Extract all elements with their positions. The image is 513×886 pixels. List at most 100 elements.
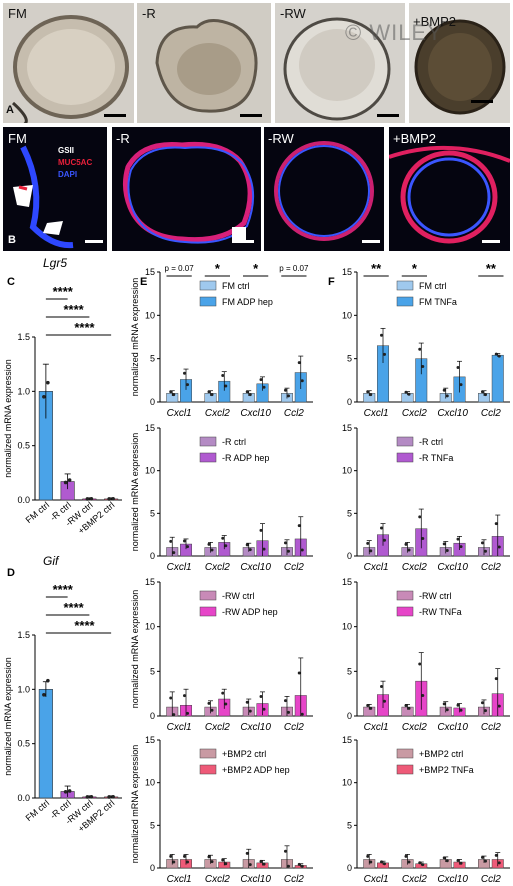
data-point	[459, 708, 463, 712]
data-point	[497, 545, 501, 549]
data-point	[85, 497, 90, 501]
y-tick-label: 0.5	[17, 739, 30, 749]
legend-swatch	[396, 280, 414, 291]
data-point	[248, 393, 252, 397]
data-point	[494, 522, 498, 526]
category-label: Cxcl2	[205, 408, 230, 419]
legend-swatch	[199, 590, 217, 601]
organoid-image	[275, 3, 405, 123]
category-label: Cxcl10	[437, 722, 468, 733]
data-point	[445, 394, 449, 398]
category-label: Cxcl1	[364, 722, 389, 733]
legend-swatch	[199, 748, 217, 759]
y-tick-label: 10	[145, 778, 155, 788]
legend-swatch	[396, 590, 414, 601]
data-point	[221, 373, 225, 377]
category-label: Cxcl2	[205, 562, 230, 573]
data-point	[283, 699, 287, 703]
micrograph-fm-brightfield	[3, 3, 134, 123]
data-point	[407, 706, 411, 710]
legend-swatch	[199, 606, 217, 617]
data-point	[186, 860, 190, 864]
panel-b-condition-rw: -RW	[268, 131, 294, 146]
data-point	[407, 392, 411, 396]
data-point	[442, 388, 446, 392]
data-point	[248, 709, 252, 713]
category-label: Cxcl1	[364, 408, 389, 419]
data-point	[456, 537, 460, 541]
micrograph-r-fluorescence	[112, 127, 261, 251]
significance-label: p = 0.07	[165, 264, 195, 273]
data-point	[221, 858, 225, 862]
category-label: Cxcl2	[402, 562, 427, 573]
data-point	[459, 545, 463, 549]
scale-bar	[377, 114, 399, 117]
y-tick-label: 0.0	[17, 495, 30, 505]
category-label: Cxcl2	[205, 722, 230, 733]
data-point	[480, 855, 484, 859]
category-label: Ccl2	[284, 408, 304, 419]
y-tick-label: 15	[342, 267, 352, 277]
data-point	[297, 361, 301, 365]
panel-a-condition-bmp2: +BMP2	[413, 14, 456, 29]
legend-swatch	[396, 452, 414, 463]
data-point	[172, 713, 176, 717]
y-tick-label: 5	[150, 666, 155, 676]
scale-bar	[471, 100, 493, 103]
micrograph-rw-brightfield	[275, 3, 405, 123]
data-point	[421, 364, 425, 368]
y-tick-label: 10	[145, 310, 155, 320]
wiley-watermark: © WILEY	[345, 20, 443, 45]
data-point	[497, 704, 501, 708]
data-point	[183, 371, 187, 375]
data-point	[85, 795, 90, 799]
scale-bar	[104, 114, 126, 117]
data-point	[483, 859, 487, 863]
legend-label: +BMP2 ADP hep	[222, 765, 290, 775]
data-point	[207, 701, 211, 705]
y-tick-label: 15	[145, 577, 155, 587]
significance-label: ****	[74, 320, 95, 335]
data-point	[494, 853, 498, 857]
data-point	[186, 711, 190, 715]
legend-label: FM ADP hep	[222, 297, 273, 307]
data-point	[418, 515, 422, 519]
data-point	[380, 685, 384, 689]
data-point	[442, 542, 446, 546]
significance-label: ****	[64, 600, 85, 615]
data-point	[259, 695, 263, 699]
data-point	[172, 551, 176, 555]
data-point	[169, 696, 173, 700]
legend-swatch	[199, 764, 217, 775]
data-point	[186, 383, 190, 387]
fluorescence-image	[389, 145, 510, 244]
significance-label: p = 0.07	[279, 264, 309, 273]
data-point	[300, 379, 304, 383]
data-point	[286, 710, 290, 714]
data-point	[259, 859, 263, 863]
data-point	[42, 692, 46, 697]
data-point	[380, 860, 384, 864]
legend-label: FM ctrl	[222, 281, 250, 291]
legend-label: -RW TNFa	[419, 607, 462, 617]
data-point	[210, 708, 214, 712]
data-point	[407, 548, 411, 552]
legend-swatch	[396, 296, 414, 307]
organoid-image	[137, 3, 271, 123]
significance-label: *	[253, 261, 259, 276]
data-point	[380, 333, 384, 337]
scale-bar	[85, 240, 103, 243]
data-point	[300, 864, 304, 868]
data-point	[67, 478, 72, 482]
legend-swatch	[199, 280, 217, 291]
category-label: Cxcl2	[205, 874, 230, 885]
data-point	[445, 859, 449, 863]
category-label: Ccl2	[481, 562, 501, 573]
data-point	[404, 854, 408, 858]
data-point	[172, 860, 176, 864]
data-point	[383, 352, 387, 356]
fluorescence-image	[274, 141, 374, 241]
data-point	[442, 856, 446, 860]
y-tick-label: 5	[347, 666, 352, 676]
panel-label: F	[328, 276, 335, 288]
